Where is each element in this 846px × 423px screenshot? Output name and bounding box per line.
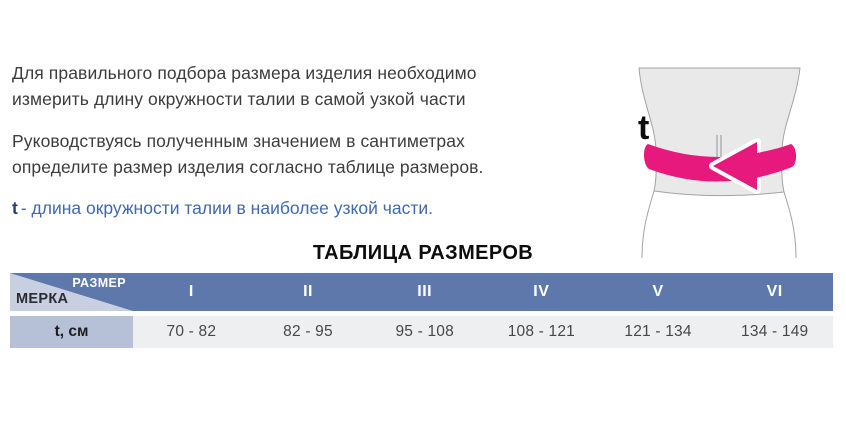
size-table-corner-cell: РАЗМЕР МЕРКА (10, 273, 133, 311)
waist-t-label: t (638, 109, 649, 147)
corner-size-label: РАЗМЕР (72, 276, 126, 290)
size-value-cell-5: 121 - 134 (599, 316, 717, 348)
instruction-paragraph-1: Для правильного подбора размера изделия … (12, 63, 477, 109)
instruction-paragraph-2: Руководствуясь полученным значением в са… (12, 131, 484, 177)
hip-outline-left (641, 190, 655, 259)
torso-figure-svg: t (638, 67, 801, 259)
size-column-header-1: I (133, 273, 250, 311)
hip-outline-right (783, 191, 797, 259)
row-label-cell: t, см (10, 316, 133, 348)
size-value-cell-2: 82 - 95 (249, 316, 367, 348)
term-t-label: t (12, 198, 18, 218)
size-column-header-5: V (599, 273, 717, 311)
term-definition-text: - длина окружности талии в наиболее узко… (20, 198, 434, 218)
size-table-title: ТАБЛИЦА РАЗМЕРОВ (312, 242, 534, 264)
measuring-arrow (713, 142, 757, 190)
term-definition-line: t- длина окружности талии в наиболее узк… (12, 197, 433, 219)
size-column-header-2: II (249, 273, 367, 311)
size-table-header-row: РАЗМЕР МЕРКА I II III IV V VI (10, 273, 834, 311)
size-column-header-4: IV (483, 273, 600, 311)
waist-measurement-illustration: t (616, 58, 820, 260)
size-value-cell-3: 95 - 108 (366, 316, 484, 348)
size-value-cell-4: 108 - 121 (483, 316, 600, 348)
size-column-header-3: III (366, 273, 484, 311)
size-value-cell-1: 70 - 82 (133, 316, 250, 348)
band-right-segment (757, 145, 797, 178)
size-table-data-row: t, см 70 - 82 82 - 95 95 - 108 108 - 121… (10, 316, 834, 348)
size-column-header-6: VI (716, 273, 834, 311)
corner-measure-label: МЕРКА (16, 291, 69, 307)
size-value-cell-6: 134 - 149 (716, 316, 834, 348)
size-table: РАЗМЕР МЕРКА I II III IV V VI t, см 70 -… (10, 273, 834, 348)
